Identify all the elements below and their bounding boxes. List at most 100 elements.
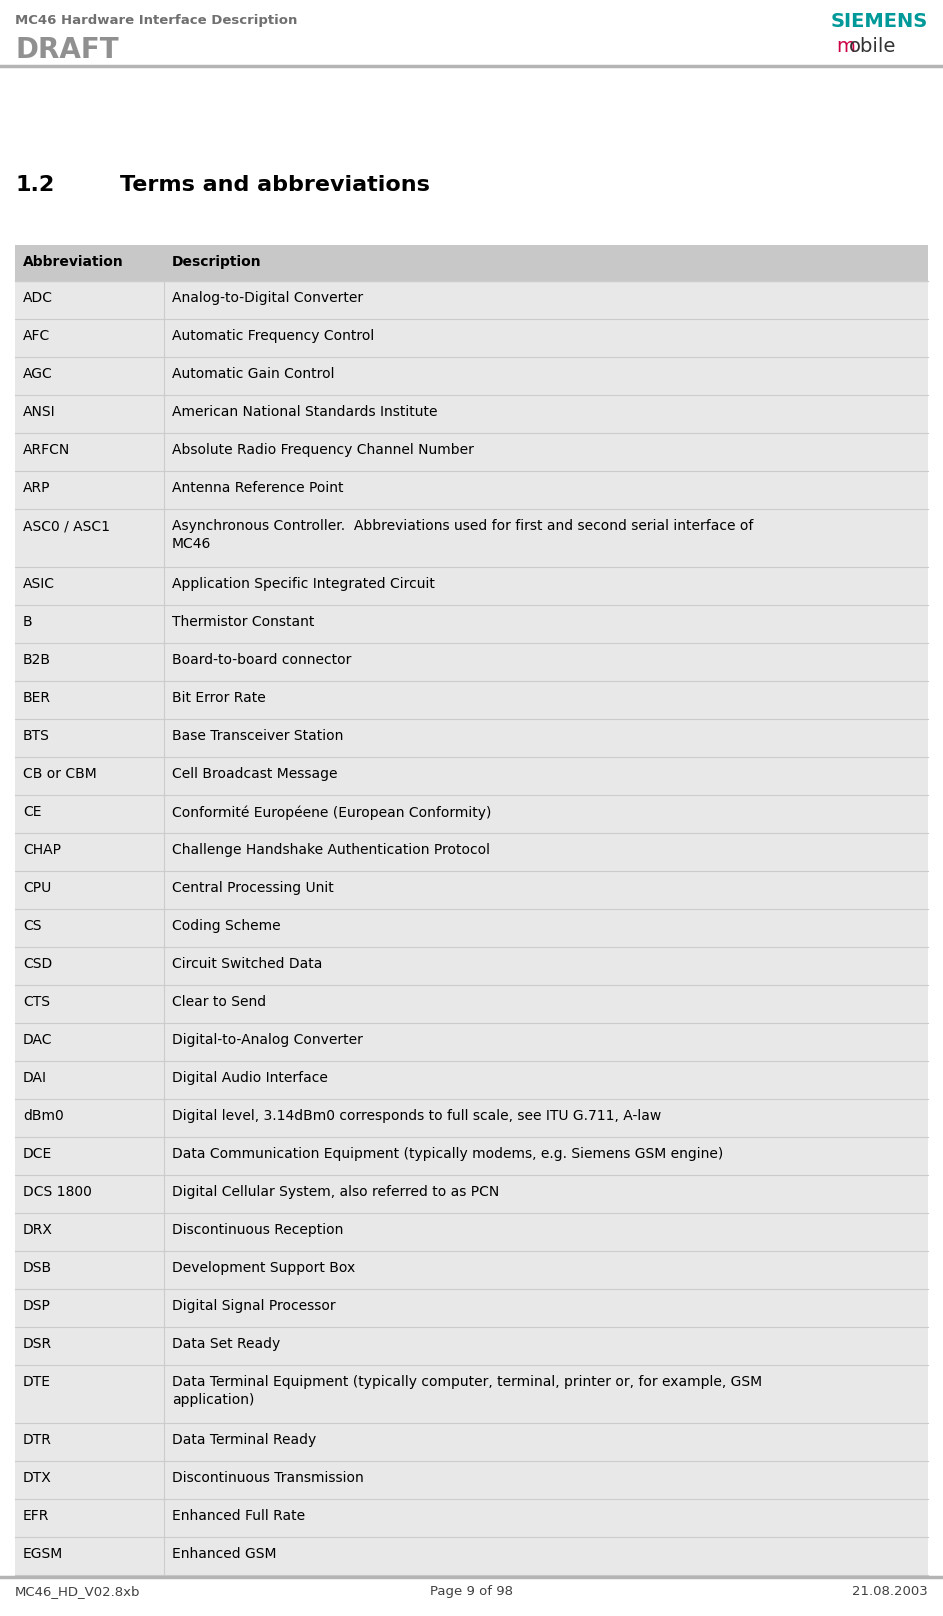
Text: DTR: DTR (23, 1433, 52, 1446)
Bar (15, 433, 928, 470)
Text: 1.2: 1.2 (15, 175, 55, 196)
Bar (15, 908, 928, 947)
Bar (15, 947, 928, 986)
Text: ASC0 / ASC1: ASC0 / ASC1 (23, 519, 110, 533)
Bar (15, 1251, 928, 1290)
Text: Enhanced GSM: Enhanced GSM (172, 1547, 276, 1561)
Text: Digital Signal Processor: Digital Signal Processor (172, 1299, 336, 1312)
Bar (15, 1214, 928, 1251)
Bar (15, 1290, 928, 1327)
Text: Discontinuous Transmission: Discontinuous Transmission (172, 1471, 364, 1485)
Bar (15, 832, 928, 871)
Text: CHAP: CHAP (23, 844, 61, 856)
Text: American National Standards Institute: American National Standards Institute (172, 406, 438, 419)
Text: CSD: CSD (23, 957, 52, 971)
Text: m: m (836, 37, 855, 57)
Text: Board-to-board connector: Board-to-board connector (172, 653, 351, 667)
Text: CPU: CPU (23, 881, 51, 895)
Text: Data Set Ready: Data Set Ready (172, 1336, 280, 1351)
Text: CTS: CTS (23, 995, 50, 1008)
Text: Base Transceiver Station: Base Transceiver Station (172, 729, 343, 743)
Text: ASIC: ASIC (23, 577, 55, 591)
Bar (15, 1138, 928, 1175)
Bar (15, 567, 928, 604)
Bar (15, 756, 928, 795)
Text: Clear to Send: Clear to Send (172, 995, 266, 1008)
Bar (15, 1424, 928, 1461)
Text: Challenge Handshake Authentication Protocol: Challenge Handshake Authentication Proto… (172, 844, 489, 856)
Bar (15, 1023, 928, 1062)
Text: SIEMENS: SIEMENS (831, 11, 928, 31)
Text: Digital Audio Interface: Digital Audio Interface (172, 1071, 328, 1084)
Text: DRAFT: DRAFT (15, 36, 119, 65)
Text: ARP: ARP (23, 482, 51, 494)
Bar (15, 1537, 928, 1576)
Text: DRX: DRX (23, 1223, 53, 1236)
Text: Coding Scheme: Coding Scheme (172, 920, 280, 932)
Text: ADC: ADC (23, 291, 53, 305)
Text: Analog-to-Digital Converter: Analog-to-Digital Converter (172, 291, 363, 305)
Bar (15, 1062, 928, 1099)
Bar (15, 604, 928, 643)
Text: MC46_HD_V02.8xb: MC46_HD_V02.8xb (15, 1585, 141, 1598)
Bar (15, 1099, 928, 1138)
Text: Discontinuous Reception: Discontinuous Reception (172, 1223, 343, 1236)
Bar (15, 1366, 928, 1424)
Text: AGC: AGC (23, 367, 53, 381)
Bar (15, 1500, 928, 1537)
Text: DAI: DAI (23, 1071, 47, 1084)
Text: 21.08.2003: 21.08.2003 (852, 1585, 928, 1598)
Text: Development Support Box: Development Support Box (172, 1260, 356, 1275)
Text: Thermistor Constant: Thermistor Constant (172, 616, 314, 629)
Text: CS: CS (23, 920, 41, 932)
Bar (15, 394, 928, 433)
Text: B: B (23, 616, 33, 629)
Text: Automatic Gain Control: Automatic Gain Control (172, 367, 335, 381)
Bar (15, 470, 928, 509)
Text: BTS: BTS (23, 729, 50, 743)
Text: Digital level, 3.14dBm0 corresponds to full scale, see ITU G.711, A-law: Digital level, 3.14dBm0 corresponds to f… (172, 1109, 661, 1123)
Text: Data Terminal Ready: Data Terminal Ready (172, 1433, 316, 1446)
Text: Circuit Switched Data: Circuit Switched Data (172, 957, 323, 971)
Text: CE: CE (23, 805, 41, 819)
Bar (15, 1327, 928, 1366)
Bar (15, 1461, 928, 1500)
Text: Digital-to-Analog Converter: Digital-to-Analog Converter (172, 1033, 363, 1047)
Text: Description: Description (172, 255, 261, 268)
Text: EGSM: EGSM (23, 1547, 63, 1561)
Text: ANSI: ANSI (23, 406, 56, 419)
Bar (15, 246, 928, 281)
Text: obile: obile (849, 37, 897, 57)
Text: Automatic Frequency Control: Automatic Frequency Control (172, 330, 374, 343)
Text: DSP: DSP (23, 1299, 51, 1312)
Text: AFC: AFC (23, 330, 50, 343)
Text: Abbreviation: Abbreviation (23, 255, 124, 268)
Text: Data Terminal Equipment (typically computer, terminal, printer or, for example, : Data Terminal Equipment (typically compu… (172, 1375, 762, 1408)
Bar (15, 318, 928, 357)
Text: Cell Broadcast Message: Cell Broadcast Message (172, 768, 338, 781)
Text: EFR: EFR (23, 1509, 49, 1522)
Text: B2B: B2B (23, 653, 51, 667)
Text: Absolute Radio Frequency Channel Number: Absolute Radio Frequency Channel Number (172, 443, 473, 457)
Text: DCS 1800: DCS 1800 (23, 1185, 91, 1199)
Bar (15, 281, 928, 318)
Bar (15, 1175, 928, 1214)
Text: Central Processing Unit: Central Processing Unit (172, 881, 334, 895)
Text: DAC: DAC (23, 1033, 53, 1047)
Text: BER: BER (23, 692, 51, 705)
Bar (15, 795, 928, 832)
Bar (15, 643, 928, 680)
Bar (15, 680, 928, 719)
Text: Page 9 of 98: Page 9 of 98 (429, 1585, 512, 1598)
Bar (15, 871, 928, 908)
Text: Bit Error Rate: Bit Error Rate (172, 692, 266, 705)
Bar (15, 357, 928, 394)
Text: Digital Cellular System, also referred to as PCN: Digital Cellular System, also referred t… (172, 1185, 499, 1199)
Text: dBm0: dBm0 (23, 1109, 64, 1123)
Text: Terms and abbreviations: Terms and abbreviations (120, 175, 430, 196)
Text: DTE: DTE (23, 1375, 51, 1390)
Text: Conformité Européene (European Conformity): Conformité Européene (European Conformit… (172, 805, 491, 819)
Text: MC46 Hardware Interface Description: MC46 Hardware Interface Description (15, 15, 297, 27)
Text: DTX: DTX (23, 1471, 52, 1485)
Bar (15, 986, 928, 1023)
